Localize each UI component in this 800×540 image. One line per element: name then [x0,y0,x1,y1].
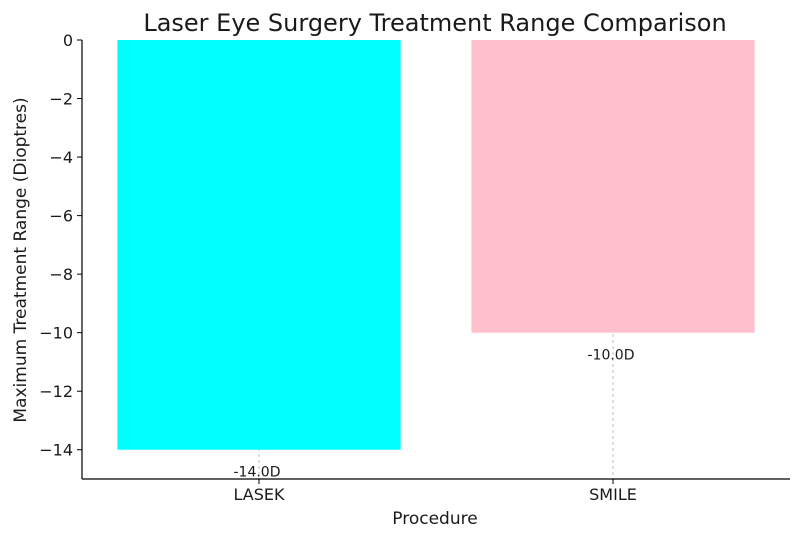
bar-smile [471,40,755,333]
y-tick-label: −8 [49,265,73,284]
y-tick-label: −14 [39,441,73,460]
data-label-smile: -10.0D [587,348,634,364]
data-labels: -14.0D -10.0D [233,348,634,481]
x-tick-label-lasek: LASEK [234,485,285,504]
x-axis-label: Procedure [392,509,477,529]
y-axis-label: Maximum Treatment Range (Dioptres) [11,97,31,422]
bar-lasek [117,40,401,450]
x-ticks: LASEK SMILE [234,479,637,504]
y-tick-label: −4 [49,148,73,167]
y-tick-label: −10 [39,324,73,343]
data-label-lasek: -14.0D [233,465,280,481]
chart-title: Laser Eye Surgery Treatment Range Compar… [143,9,726,37]
x-tick-label-smile: SMILE [589,485,637,504]
y-ticks: 0 −2 −4 −6 −8 −10 −12 −14 [39,31,82,460]
bars [117,40,755,450]
y-tick-label: 0 [63,31,73,50]
y-tick-label: −6 [49,207,73,226]
y-tick-label: −2 [49,90,73,109]
y-tick-label: −12 [39,382,73,401]
axes [81,40,790,480]
